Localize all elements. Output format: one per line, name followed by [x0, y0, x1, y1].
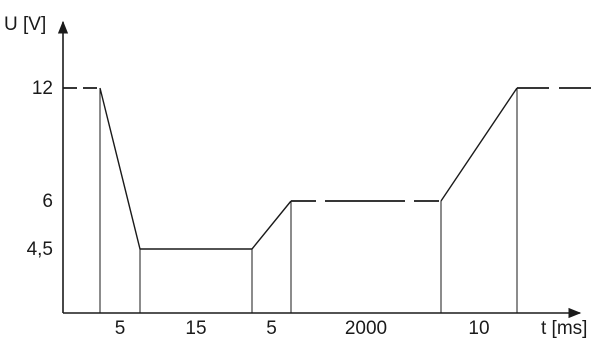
interval-label-3: 5 [266, 318, 277, 339]
interval-label-5: 10 [468, 318, 489, 339]
y-axis-label: U [V] [4, 14, 46, 35]
interval-label-4: 2000 [345, 318, 387, 339]
voltage-curve-part-2 [440, 87, 518, 202]
x-axis-label: t [ms] [541, 318, 587, 339]
y-tick-label-12: 12 [32, 78, 53, 99]
y-tick-label-4-5: 4,5 [27, 239, 53, 260]
interval-label-2: 15 [185, 318, 206, 339]
interval-label-1: 5 [115, 318, 126, 339]
y-tick-label-6: 6 [42, 191, 53, 212]
voltage-curve-part-1 [99, 87, 292, 250]
